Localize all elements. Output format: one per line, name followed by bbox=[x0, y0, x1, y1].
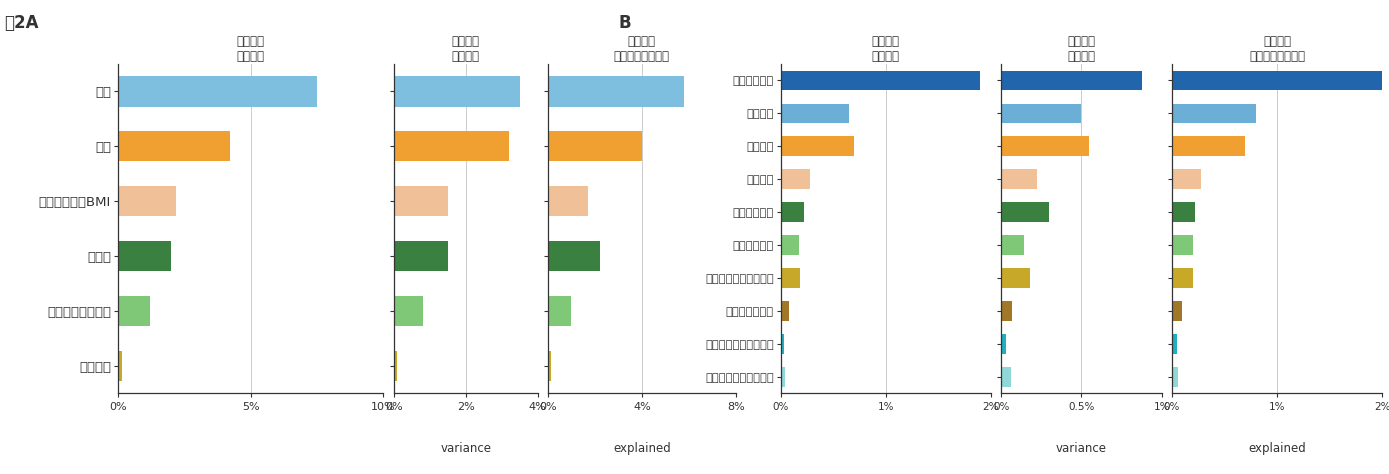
Text: 図2A: 図2A bbox=[4, 14, 39, 32]
Bar bbox=[118, 76, 317, 107]
Bar bbox=[547, 351, 550, 381]
Title: 菌叢変化
遺伝子機能レベル: 菌叢変化 遺伝子機能レベル bbox=[614, 35, 669, 63]
Bar bbox=[1172, 103, 1256, 123]
Bar bbox=[781, 71, 981, 91]
Text: variance: variance bbox=[1056, 442, 1107, 455]
Bar bbox=[781, 268, 800, 288]
Bar bbox=[781, 334, 783, 354]
Title: 菌叢変化
遺伝子機能レベル: 菌叢変化 遺伝子機能レベル bbox=[1249, 35, 1306, 63]
Bar bbox=[781, 367, 785, 387]
Bar bbox=[1001, 169, 1036, 189]
Bar bbox=[781, 301, 789, 321]
Bar bbox=[1001, 268, 1031, 288]
Bar bbox=[1001, 367, 1011, 387]
Bar bbox=[118, 241, 171, 271]
Bar bbox=[547, 296, 571, 326]
Bar bbox=[1172, 301, 1182, 321]
Bar bbox=[1001, 301, 1013, 321]
Bar bbox=[394, 296, 422, 326]
Bar bbox=[1172, 169, 1201, 189]
Bar bbox=[394, 186, 447, 216]
Bar bbox=[394, 351, 397, 381]
Bar bbox=[781, 202, 804, 222]
Bar bbox=[1172, 268, 1193, 288]
Bar bbox=[1001, 334, 1006, 354]
Bar bbox=[1172, 334, 1178, 354]
Title: 菌叢変化
種レベル: 菌叢変化 種レベル bbox=[451, 35, 479, 63]
Bar bbox=[1172, 202, 1195, 222]
Text: variance: variance bbox=[440, 442, 492, 455]
Bar bbox=[547, 186, 588, 216]
Text: explained: explained bbox=[1249, 442, 1306, 455]
Bar bbox=[1001, 137, 1089, 156]
Bar bbox=[1001, 202, 1049, 222]
Text: explained: explained bbox=[613, 442, 671, 455]
Bar bbox=[1172, 71, 1382, 91]
Bar bbox=[394, 241, 447, 271]
Title: 菌叢変化
種レベル: 菌叢変化 種レベル bbox=[1067, 35, 1096, 63]
Bar bbox=[781, 169, 810, 189]
Bar bbox=[118, 351, 122, 381]
Bar bbox=[547, 76, 685, 107]
Bar bbox=[1172, 367, 1178, 387]
Bar bbox=[1172, 137, 1246, 156]
Bar bbox=[781, 235, 799, 255]
Bar bbox=[118, 296, 150, 326]
Title: 菌叢変化
属レベル: 菌叢変化 属レベル bbox=[872, 35, 900, 63]
Bar bbox=[1001, 71, 1142, 91]
Title: 菌叢変化
属レベル: 菌叢変化 属レベル bbox=[236, 35, 265, 63]
Bar bbox=[118, 131, 229, 162]
Text: B: B bbox=[618, 14, 631, 32]
Bar bbox=[394, 131, 508, 162]
Bar bbox=[781, 103, 849, 123]
Bar bbox=[1001, 235, 1024, 255]
Bar bbox=[1172, 235, 1193, 255]
Bar bbox=[394, 76, 519, 107]
Bar bbox=[781, 137, 854, 156]
Bar bbox=[1001, 103, 1082, 123]
Bar bbox=[118, 186, 176, 216]
Bar bbox=[547, 241, 600, 271]
Bar bbox=[547, 131, 642, 162]
